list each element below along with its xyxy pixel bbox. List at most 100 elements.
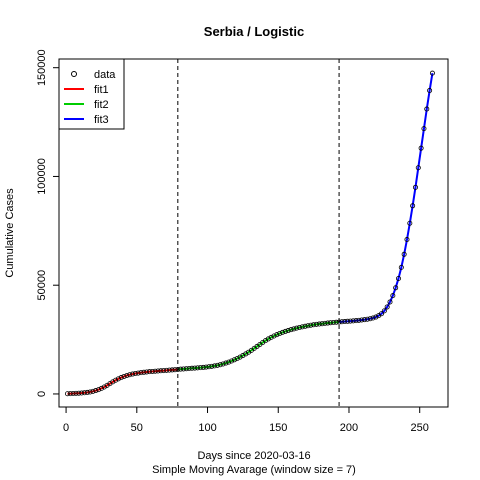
data-point xyxy=(138,370,144,376)
x-tick-label: 0 xyxy=(63,422,69,434)
fit3-line xyxy=(338,72,434,324)
data-point xyxy=(237,354,243,360)
data-point xyxy=(209,363,215,369)
data-point xyxy=(322,320,328,326)
data-point xyxy=(370,315,376,321)
data-point xyxy=(220,361,226,367)
data-point xyxy=(192,365,198,371)
data-point xyxy=(189,365,195,371)
data-point xyxy=(398,264,404,270)
x-tick-label: 150 xyxy=(269,422,287,434)
data-point xyxy=(229,358,235,364)
data-point xyxy=(373,314,379,320)
data-point xyxy=(305,323,311,329)
data-point xyxy=(302,323,308,329)
data-point xyxy=(333,319,339,325)
data-point xyxy=(76,390,82,396)
data-point xyxy=(231,357,237,363)
data-point xyxy=(395,275,401,281)
data-point xyxy=(313,321,319,327)
data-point xyxy=(277,330,283,336)
data-point xyxy=(130,371,136,377)
data-point xyxy=(279,329,285,335)
x-axis: 0 50 100 150 200 250 xyxy=(63,406,429,434)
data-point xyxy=(203,364,209,370)
data-point xyxy=(155,368,161,374)
data-point xyxy=(274,332,280,338)
data-point xyxy=(384,304,390,310)
data-point xyxy=(214,362,220,368)
chart-subtitle: Simple Moving Avarage (window size = 7) xyxy=(152,464,356,476)
data-point xyxy=(141,369,147,375)
data-point xyxy=(271,333,277,339)
data-point xyxy=(347,318,353,324)
data-point xyxy=(121,373,127,379)
data-point xyxy=(217,362,223,368)
data-point xyxy=(415,165,421,171)
data-point xyxy=(64,391,70,397)
data-point xyxy=(234,355,240,361)
data-point xyxy=(172,367,178,373)
data-point xyxy=(285,328,291,334)
data-point xyxy=(427,88,433,94)
data-point xyxy=(127,372,133,378)
data-point xyxy=(183,366,189,372)
data-point xyxy=(291,326,297,332)
data-point xyxy=(308,322,314,328)
data-point xyxy=(96,387,102,393)
data-point xyxy=(115,376,121,382)
data-point xyxy=(166,367,172,373)
x-tick-label: 50 xyxy=(131,422,143,434)
data-point xyxy=(197,365,203,371)
data-point xyxy=(149,368,155,374)
data-point xyxy=(424,106,430,112)
data-point xyxy=(421,126,427,132)
data-point xyxy=(178,366,184,372)
data-point xyxy=(282,328,288,334)
data-point xyxy=(325,320,331,326)
data-point xyxy=(299,324,305,330)
data-point xyxy=(345,318,351,324)
data-point xyxy=(418,145,424,151)
data-point xyxy=(353,318,359,324)
data-point xyxy=(212,363,218,369)
data-point xyxy=(67,391,73,397)
data-point xyxy=(362,317,368,323)
data-point xyxy=(319,321,325,327)
data-point xyxy=(429,70,435,76)
fit1-line xyxy=(67,368,178,395)
data-point xyxy=(412,184,418,190)
data-point xyxy=(98,385,104,391)
data-point xyxy=(316,321,322,327)
legend: data fit1 fit2 fit3 xyxy=(58,58,125,130)
data-point xyxy=(268,334,274,340)
data-point xyxy=(311,322,317,328)
data-point xyxy=(161,368,167,374)
y-tick-label: 100000 xyxy=(36,158,48,195)
data-point xyxy=(118,375,124,381)
data-point xyxy=(359,317,365,323)
legend-label-fit1: fit1 xyxy=(94,84,109,96)
data-point xyxy=(296,324,302,330)
legend-label-fit2: fit2 xyxy=(94,99,109,111)
data-point xyxy=(381,308,387,314)
data-point xyxy=(93,388,99,394)
fit2-line xyxy=(177,321,340,371)
legend-label-fit3: fit3 xyxy=(94,114,109,126)
data-point xyxy=(113,377,119,383)
data-point xyxy=(342,319,348,325)
data-point xyxy=(390,293,396,299)
data-point xyxy=(350,318,356,324)
data-point xyxy=(339,319,345,325)
data-point xyxy=(401,251,407,257)
data-point xyxy=(328,320,334,326)
data-point xyxy=(164,367,170,373)
data-point xyxy=(356,317,362,323)
data-point xyxy=(84,389,90,395)
data-point xyxy=(124,372,130,378)
chart-title: Serbia / Logistic xyxy=(204,24,304,39)
data-point xyxy=(200,364,206,370)
legend-box xyxy=(58,58,125,130)
data-point xyxy=(158,368,164,374)
